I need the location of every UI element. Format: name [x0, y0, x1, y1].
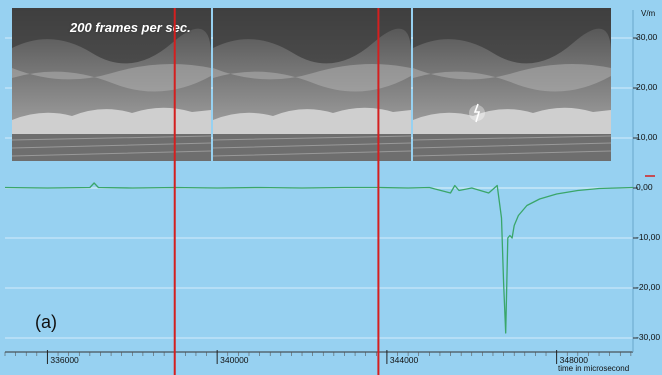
frame-rate-annotation: 200 frames per sec.: [70, 20, 191, 35]
y-tick-label: 30,00: [636, 32, 658, 42]
storm-scene-image: [213, 8, 411, 161]
series-line: [4, 182, 634, 334]
y-axis-unit-label: V/m: [641, 9, 656, 18]
y-tick-label: 0,00: [636, 182, 653, 192]
panel-label: (a): [35, 312, 57, 332]
storm-scene-with-lightning-image: [413, 8, 611, 161]
x-tick-label: 348000: [559, 355, 588, 365]
y-tick-label: -30,00: [636, 332, 661, 342]
x-tick-label: 336000: [50, 355, 79, 365]
video-frame-2: [213, 8, 411, 161]
y-tick-label: 20,00: [636, 82, 658, 92]
x-axis-unit-label: time in microsecond: [558, 364, 630, 373]
y-tick-label: 10,00: [636, 132, 658, 142]
y-tick-label: -10,00: [636, 232, 661, 242]
trace-layer: [4, 182, 634, 334]
y-axis: [632, 10, 655, 352]
x-axis: [4, 350, 633, 364]
lightning-bolt-icon: [473, 103, 481, 123]
y-tick-label: -20,00: [636, 282, 661, 292]
x-tick-label: 340000: [220, 355, 249, 365]
x-tick-label: 344000: [389, 355, 419, 365]
video-frame-1: [12, 8, 211, 161]
video-frame-3: [413, 8, 611, 161]
storm-scene-image: [12, 8, 211, 161]
